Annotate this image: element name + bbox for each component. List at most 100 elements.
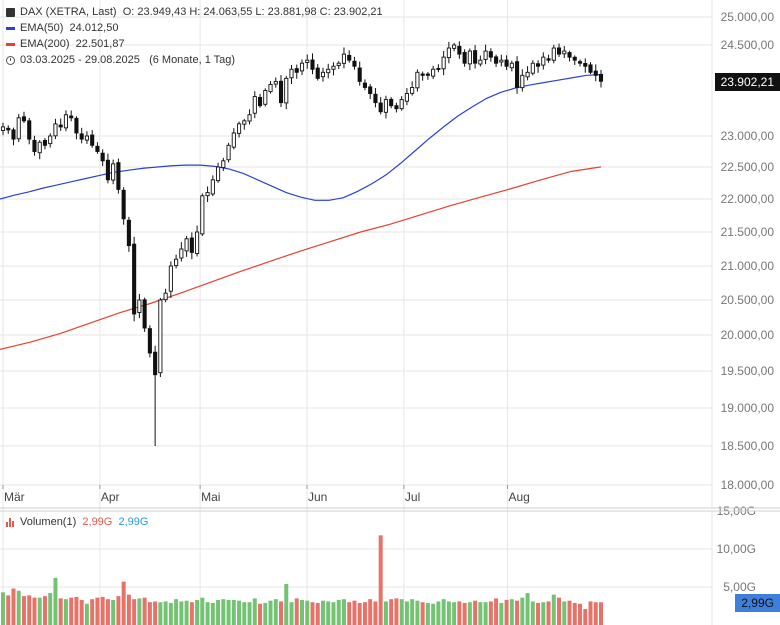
candle-body [593,70,598,76]
candle-body [357,67,362,82]
candle-body [336,62,341,66]
candle-body [378,102,383,113]
volume-value-down: 2,99G [82,516,113,528]
price-tick-label: 18.500,00 [721,439,775,453]
volume-bar [273,599,278,625]
volume-bar [431,603,436,625]
volume-bar [436,601,441,625]
candle-body [320,71,326,78]
ema50-swatch [6,26,15,30]
volume-tick-label: 5,00G [723,580,756,594]
legend-ema50[interactable]: EMA(50) 24.012,50 [6,20,118,36]
volume-bar [572,602,577,625]
price-axis: 25.000,00 24.500,00 23.000,00 22.500,00 22.0… [721,10,775,492]
price-tick-label: 21.500,00 [721,225,775,239]
volume-bar [530,601,535,625]
volume-bar [111,599,116,625]
candle-body [184,238,189,252]
volume-bar [263,602,268,625]
period: (6 Monate, 1 Tag) [149,54,236,66]
volume-bar [1,592,5,625]
candle-body [431,68,436,77]
candle-body [415,71,420,89]
price-tick-label: 25.000,00 [721,10,775,24]
legend-ema200[interactable]: EMA(200) 22.501,87 [6,36,125,52]
ema50-label: EMA(50) [20,22,64,34]
candle-body [263,90,268,105]
legend-range: 03.03.2025 - 29.08.2025 (6 Monate, 1 Tag… [6,52,235,68]
candle-body [515,61,520,88]
candle-body [368,86,373,94]
volume-bar [583,609,588,625]
candle-body [294,68,299,73]
candle-body [488,51,493,58]
volume-bar [105,599,110,625]
volume-bars [1,535,603,625]
candle-body [221,160,226,169]
volume-bar [242,602,247,625]
price-tick-label: 18.000,00 [721,478,775,492]
volume-bar [69,597,74,625]
volume-bar [404,601,409,625]
volume-bar [163,601,168,625]
candle-body [273,80,278,85]
candle-body [399,99,404,110]
candle-body [21,116,27,122]
volume-bar [478,602,483,625]
candle-body [126,219,131,247]
candle-body [289,68,294,79]
candle-body [383,99,388,113]
volume-bar [279,601,284,625]
volume-bar [462,602,467,625]
time-tick-label: Mär [4,490,25,504]
candle-body [562,50,567,55]
candle-body [473,50,478,64]
volume-bar [578,603,583,625]
candle-body [504,59,509,67]
candle-body [588,64,593,73]
ema50-line [0,73,602,201]
volume-bar [237,600,242,625]
candle-body [457,45,462,55]
legend-volume[interactable]: Volumen(1) 2,99G 2,99G [6,514,148,530]
candle-body [100,152,105,162]
candle-body [567,52,572,58]
price-tick-label: 22.000,00 [721,192,775,206]
candle-body [572,56,577,61]
price-tick-label: 24.500,00 [721,38,775,52]
candle-body [132,243,137,315]
candle-body [478,59,483,65]
candle-body [551,47,556,61]
volume-bar [425,602,430,625]
candle-body [541,56,546,66]
volume-bar [357,602,362,625]
candle-body [373,93,378,104]
volume-bar [63,599,68,625]
candle-body [462,51,467,64]
volume-bar [588,601,593,625]
volume-bar [132,599,137,625]
candle-body [90,134,95,146]
candle-body [53,123,58,137]
volume-bar [158,602,163,625]
candle-body [436,67,441,70]
candle-body [48,135,53,145]
volume-bar [16,590,21,625]
volume-bar [90,599,95,625]
volume-bar [294,598,299,625]
volume-value-up: 2,99G [118,516,149,528]
price-tick-label: 23.000,00 [721,129,775,143]
volume-bar [341,599,346,625]
volume-tick-label: 10,00G [717,542,756,556]
volume-bar [410,599,415,625]
volume-bar [168,602,173,625]
volume-bar [536,602,541,625]
volume-bar [383,601,388,625]
price-tick-label: 21.000,00 [721,259,775,273]
candles [0,41,604,446]
volume-bar [32,597,37,625]
volume-bar [6,595,11,625]
volume-bar [315,602,320,625]
volume-bar [247,602,252,625]
